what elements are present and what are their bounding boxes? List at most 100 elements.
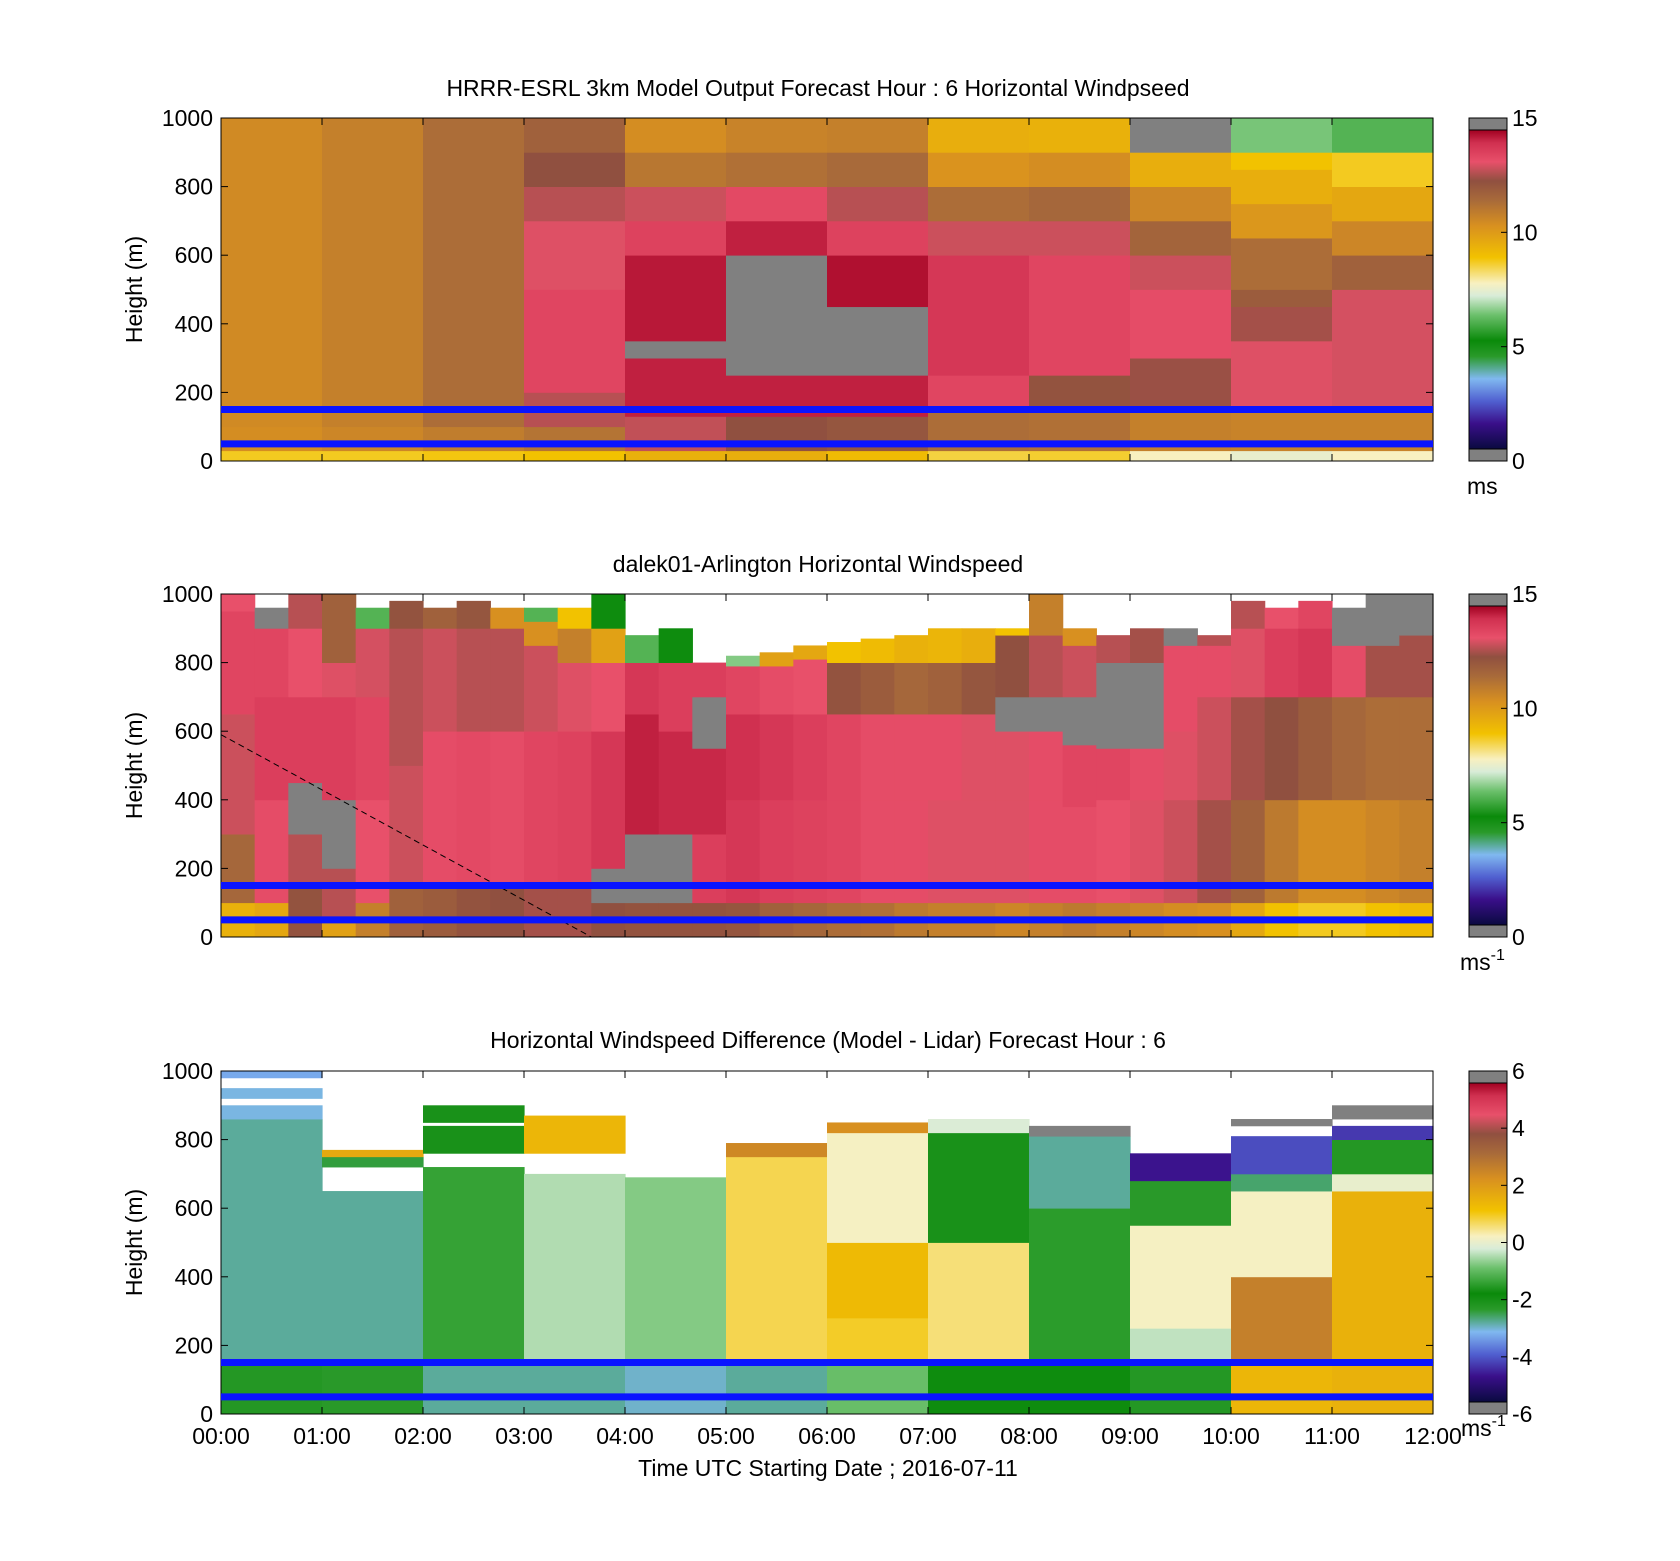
heatmap-cell	[1298, 628, 1333, 698]
heatmap-cell	[322, 1156, 424, 1168]
heatmap-cell	[1163, 645, 1198, 732]
heatmap-cell	[1399, 635, 1434, 698]
heatmap-cell	[894, 662, 929, 715]
colorbar-under-cap	[1468, 448, 1508, 462]
heatmap-cell	[1062, 645, 1097, 698]
heatmap-cell	[456, 731, 491, 886]
heatmap-cell	[490, 885, 525, 938]
heatmap-cell	[860, 638, 895, 663]
heatmap-cell	[288, 594, 323, 629]
heatmap-cell	[221, 1088, 323, 1099]
heatmap-cell	[1231, 1191, 1333, 1278]
heatmap-cell	[1231, 152, 1333, 170]
colorbar-gradient	[1468, 1082, 1508, 1403]
heatmap-cell	[928, 1119, 1030, 1134]
heatmap-cell	[1029, 118, 1131, 153]
heatmap-cell	[1231, 600, 1266, 629]
heatmap-cell	[389, 600, 424, 629]
difference-x-axis: 00:00 01:00 02:00 03:00 04:00 05:00 06:00 07:00…	[192, 1071, 1462, 1449]
heatmap-cell	[524, 118, 626, 153]
lidar-reference-lines	[221, 882, 1433, 924]
heatmap-cell	[423, 1125, 525, 1154]
heatmap-cell	[692, 696, 727, 749]
heatmap-cell	[557, 628, 592, 663]
heatmap-cell	[524, 1115, 626, 1154]
heatmap-cell	[726, 255, 828, 376]
heatmap-cell	[1332, 152, 1434, 187]
heatmap-cell	[1332, 1125, 1434, 1140]
colorbar-tick-label: 0	[1512, 448, 1525, 474]
heatmap-cell	[625, 340, 727, 359]
y-tick-label: 400	[175, 787, 213, 813]
heatmap-cell	[928, 1242, 1030, 1363]
heatmap-cell	[423, 426, 525, 452]
y-tick-label: 600	[175, 718, 213, 744]
heatmap-cell	[894, 635, 929, 663]
heatmap-cell	[860, 714, 895, 801]
heatmap-cell	[1130, 1153, 1232, 1182]
heatmap-cell	[423, 1105, 525, 1123]
colorbar-tick-label: 0	[1512, 1230, 1525, 1256]
heatmap-cell	[490, 731, 525, 886]
model-y-axis: 0 200 400 600 800 1000	[162, 105, 1433, 474]
heatmap-cell	[1029, 731, 1064, 801]
heatmap-cell	[322, 1191, 424, 1363]
heatmap-cell	[288, 834, 323, 886]
heatmap-cell	[1197, 696, 1232, 801]
colorbar-over-cap	[1468, 117, 1508, 131]
heatmap-cell	[221, 1105, 323, 1120]
heatmap-cell	[524, 1173, 626, 1363]
heatmap-cell	[423, 1167, 525, 1363]
heatmap-cell	[961, 714, 996, 801]
lidar-heatmap-cells	[220, 594, 1434, 938]
heatmap-cell	[726, 118, 828, 153]
heatmap-cell	[1231, 696, 1266, 801]
heatmap-cell	[1264, 607, 1299, 629]
heatmap-cell	[254, 628, 289, 698]
difference-y-axis: 0 200 400 600 800 1000	[162, 1058, 1433, 1427]
heatmap-cell	[254, 696, 289, 801]
heatmap-cell	[658, 662, 693, 732]
heatmap-cell	[928, 152, 1030, 187]
x-tick-label: 07:00	[899, 1423, 957, 1449]
heatmap-cell	[827, 1122, 929, 1134]
heatmap-cell	[726, 152, 828, 187]
heatmap-cell	[827, 714, 862, 801]
difference-heatmap-cells	[221, 1071, 1434, 1415]
heatmap-cell	[524, 885, 559, 938]
y-tick-label: 600	[175, 242, 213, 268]
heatmap-cell	[1029, 220, 1131, 256]
x-tick-label: 08:00	[1000, 1423, 1058, 1449]
y-tick-label: 800	[175, 174, 213, 200]
heatmap-cell	[726, 1156, 828, 1363]
heatmap-cell	[1029, 255, 1131, 376]
heatmap-cell	[591, 628, 626, 663]
colorbar-gradient	[1468, 605, 1508, 926]
heatmap-cell	[625, 714, 660, 835]
y-tick-label: 1000	[162, 105, 213, 131]
heatmap-cell	[389, 628, 424, 766]
heatmap-cell	[524, 220, 626, 290]
heatmap-cell	[1365, 594, 1400, 646]
heatmap-cell	[793, 659, 828, 715]
heatmap-cell	[1231, 238, 1333, 290]
heatmap-cell	[1029, 594, 1064, 636]
lidar-x-ticks	[220, 594, 1434, 937]
colorbar-tick-label: 0	[1512, 924, 1525, 950]
heatmap-cell	[1332, 186, 1434, 222]
heatmap-cell	[625, 1362, 727, 1415]
heatmap-cell	[591, 662, 626, 732]
heatmap-cell	[1029, 1136, 1131, 1209]
colorbar-tick-label: 4	[1512, 1115, 1525, 1141]
heatmap-cell	[625, 118, 727, 153]
heatmap-cell	[221, 594, 256, 612]
heatmap-cell	[1029, 1362, 1131, 1415]
heatmap-cell	[793, 714, 828, 801]
heatmap-cell	[322, 662, 357, 698]
colorbar-tick-label: 2	[1512, 1172, 1525, 1198]
colorbar-tick-label: 6	[1512, 1058, 1525, 1084]
colorbar-tick-label: 15	[1512, 105, 1538, 131]
heatmap-cell	[692, 834, 727, 904]
model-reference-lines	[221, 406, 1433, 448]
heatmap-cell	[625, 635, 660, 663]
